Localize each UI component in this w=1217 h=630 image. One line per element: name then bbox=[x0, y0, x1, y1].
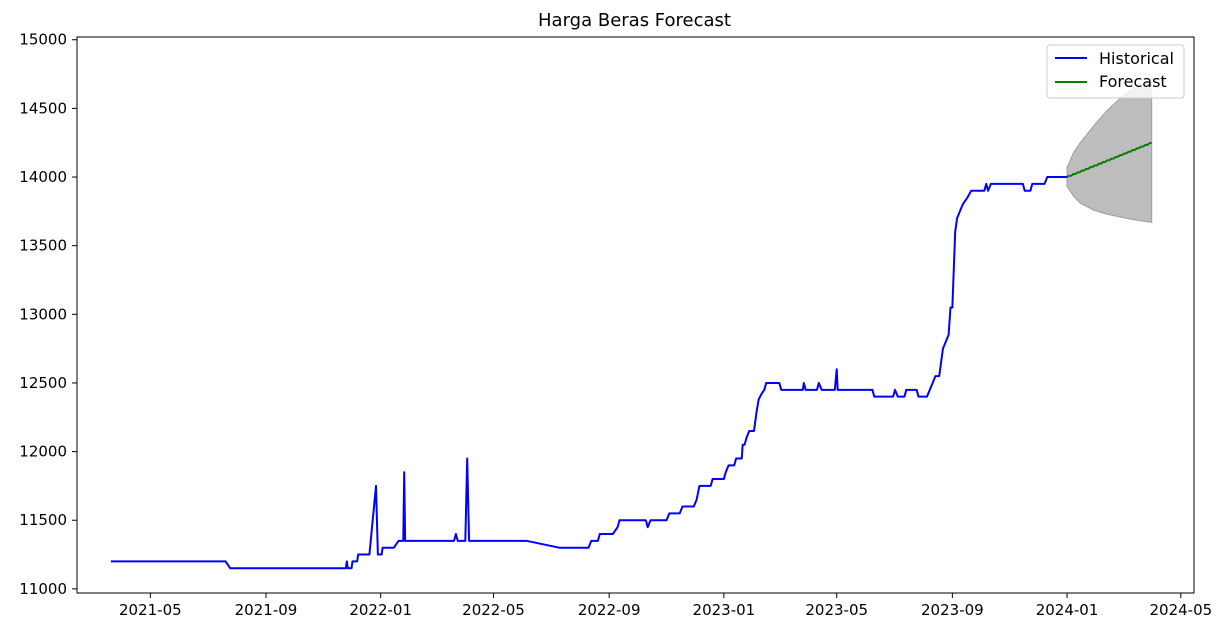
x-tick-label: 2024-05 bbox=[1149, 601, 1212, 619]
x-tick-label: 2024-01 bbox=[1036, 601, 1099, 619]
y-tick-label: 12000 bbox=[19, 443, 67, 461]
y-tick-label: 11500 bbox=[19, 511, 67, 529]
y-tick-label: 11000 bbox=[19, 580, 67, 598]
confidence-band bbox=[1066, 80, 1153, 223]
forecast-line bbox=[1066, 141, 1152, 178]
x-tick-label: 2022-01 bbox=[349, 601, 412, 619]
y-tick-label: 14000 bbox=[19, 168, 67, 186]
legend-historical-label: Historical bbox=[1099, 49, 1174, 68]
x-tick-label: 2021-09 bbox=[235, 601, 298, 619]
axes: 2021-05 2021-09 2022-01 2022-05 2022-09 2023-… bbox=[19, 31, 1212, 619]
historical-line bbox=[110, 176, 1068, 570]
y-tick-label: 14500 bbox=[19, 99, 67, 117]
x-tick-label: 2023-09 bbox=[921, 601, 984, 619]
forecast-confidence-band bbox=[1066, 80, 1153, 223]
legend-forecast-label: Forecast bbox=[1099, 72, 1167, 91]
x-tick-label: 2023-05 bbox=[805, 601, 868, 619]
x-tick-label: 2022-05 bbox=[462, 601, 525, 619]
y-tick-label: 12500 bbox=[19, 374, 67, 392]
y-tick-label: 15000 bbox=[19, 31, 67, 49]
x-tick-label: 2022-09 bbox=[578, 601, 641, 619]
chart-title: Harga Beras Forecast bbox=[538, 10, 731, 31]
y-tick-label: 13000 bbox=[19, 305, 67, 323]
legend: Historical Forecast bbox=[1046, 44, 1185, 99]
plot-frame bbox=[76, 36, 1195, 594]
x-tick-label: 2021-05 bbox=[119, 601, 182, 619]
x-tick-label: 2023-01 bbox=[693, 601, 756, 619]
series-lines bbox=[110, 141, 1152, 570]
y-tick-label: 13500 bbox=[19, 237, 67, 255]
